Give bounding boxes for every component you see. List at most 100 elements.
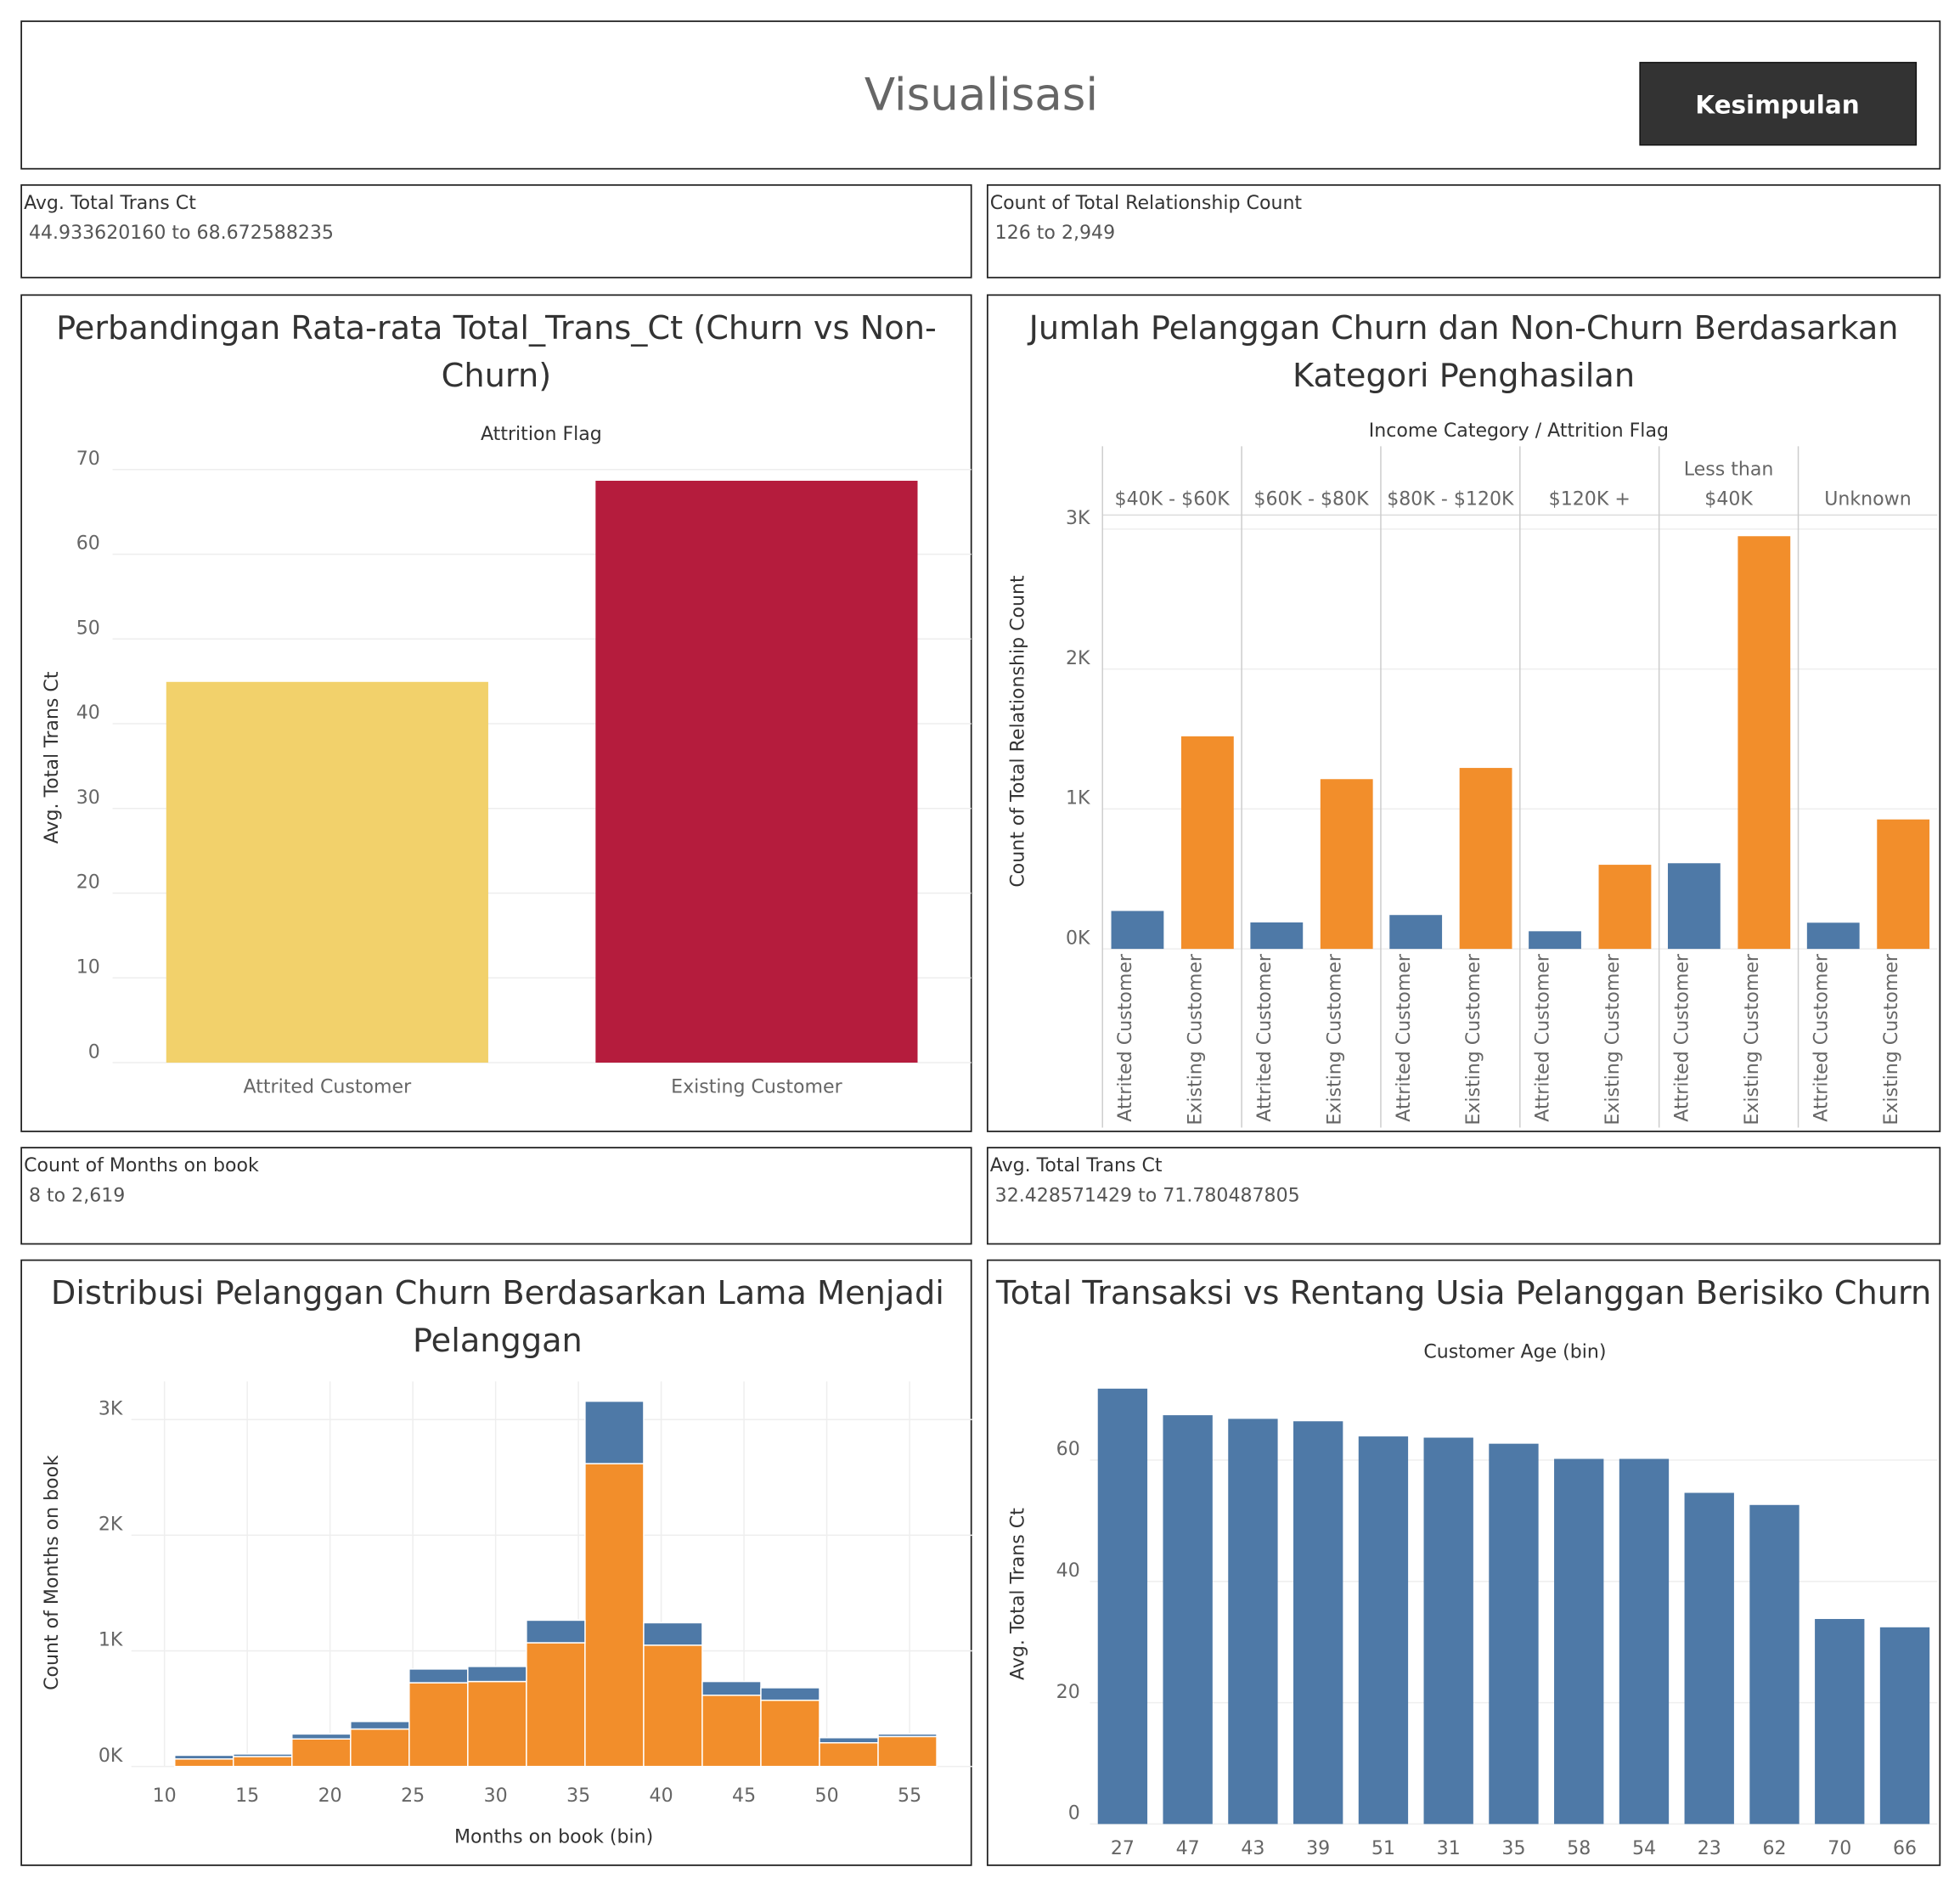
y-tick-label: 10 xyxy=(76,956,100,978)
x-tick-label-box: Attrited Customer xyxy=(1670,954,1692,1122)
bar xyxy=(166,681,488,1063)
histogram-bar xyxy=(760,1687,820,1701)
rotated-label: Attrited Customer xyxy=(1113,953,1136,1122)
x-tick-label: 55 xyxy=(898,1785,921,1807)
bar xyxy=(1389,915,1443,950)
y-tick-label: 70 xyxy=(76,448,100,470)
chart-title-box: Jumlah Pelanggan Churn dan Non-Churn Ber… xyxy=(1029,310,1899,395)
filter-title: Count of Months on book xyxy=(24,1155,259,1176)
y-tick-label: 1K xyxy=(99,1630,123,1651)
x-tick-label: 10 xyxy=(153,1785,177,1807)
category-label-box: $60K - $80K xyxy=(1253,488,1369,510)
x-axis-label: Months on book (bin) xyxy=(454,1827,653,1848)
histogram-bar xyxy=(233,1753,293,1757)
x-tick-label: 43 xyxy=(1241,1838,1264,1859)
x-tick-label: 35 xyxy=(1501,1838,1525,1859)
x-tick-label-box: Attrited Customer xyxy=(1113,953,1136,1122)
category-label-box: $120K + xyxy=(1548,488,1631,510)
x-tick-label: Existing Customer xyxy=(671,1076,842,1097)
bar xyxy=(1619,1458,1670,1825)
filter-title: Avg. Total Trans Ct xyxy=(990,1155,1163,1176)
x-tick-label-box: Existing Customer xyxy=(1184,954,1206,1125)
x-tick-label: Existing Customer xyxy=(1601,953,1624,1125)
bar xyxy=(1815,1619,1865,1825)
histogram-bar xyxy=(584,1463,645,1768)
filter-range: 32.428571429 to 71.780487805 xyxy=(995,1186,1300,1207)
x-tick-label: Attrited Customer xyxy=(1531,953,1554,1122)
x-tick-label: 20 xyxy=(318,1785,342,1807)
x-tick-label-box: Existing Customer xyxy=(1462,953,1485,1125)
x-tick-label-box: Existing Customer xyxy=(1879,953,1902,1125)
histogram-bar xyxy=(877,1733,938,1738)
y-tick-label: 0K xyxy=(1066,928,1090,949)
x-tick-label-box: Attrited Customer xyxy=(1392,954,1414,1122)
bar xyxy=(1293,1421,1343,1825)
button-label[interactable]: Kesimpulan xyxy=(1695,91,1859,120)
x-tick-label: 31 xyxy=(1437,1838,1461,1859)
category-label: Unknown xyxy=(1824,488,1912,510)
filter-panel xyxy=(986,183,1941,279)
category-label: $120K + xyxy=(1548,488,1631,510)
histogram-bar xyxy=(350,1728,410,1768)
rotated-label: Existing Customer xyxy=(1740,953,1763,1125)
x-tick-label: 39 xyxy=(1306,1838,1330,1859)
y-tick-label: 20 xyxy=(76,872,100,894)
x-tick-label: 66 xyxy=(1893,1838,1917,1859)
rotated-label: Attrited Customer xyxy=(1531,953,1554,1122)
button-bg[interactable] xyxy=(1639,61,1918,146)
x-tick-label: Existing Customer xyxy=(1462,953,1485,1125)
x-tick-label: Existing Customer xyxy=(1740,953,1763,1125)
x-tick-label: 58 xyxy=(1567,1838,1591,1859)
bar xyxy=(1459,768,1512,950)
bar xyxy=(1228,1419,1278,1825)
histogram-bar xyxy=(819,1742,879,1768)
x-header: Customer Age (bin) xyxy=(1423,1341,1606,1362)
bar xyxy=(1684,1492,1734,1825)
histogram-bar xyxy=(526,1642,586,1768)
y-tick-label: 60 xyxy=(1056,1439,1080,1460)
x-tick-label: 45 xyxy=(732,1785,756,1807)
y-axis-label: Count of Total Relationship Count xyxy=(1008,575,1029,888)
y-tick-label: 0K xyxy=(99,1746,123,1767)
x-tick-label: Existing Customer xyxy=(1879,953,1902,1125)
y-tick-label: 3K xyxy=(1066,508,1090,529)
category-label-box: Unknown xyxy=(1824,488,1912,510)
rotated-label: Attrited Customer xyxy=(1253,954,1275,1122)
y-tick-label: 2K xyxy=(1066,648,1090,669)
x-tick-label: 54 xyxy=(1632,1838,1656,1859)
histogram-bar xyxy=(291,1738,352,1768)
x-tick-label-box: Attrited Customer xyxy=(1810,954,1832,1122)
filter-title: Avg. Total Trans Ct xyxy=(24,193,196,214)
x-tick-label: 40 xyxy=(650,1785,673,1807)
filter-panel xyxy=(20,1147,972,1245)
bar xyxy=(1358,1436,1409,1825)
y-axis-label: Count of Months on book xyxy=(42,1455,63,1690)
bar xyxy=(1598,865,1652,950)
x-tick-label: Attrited Customer xyxy=(1113,953,1136,1122)
chart-title: Distribusi Pelanggan Churn Berdasarkan L… xyxy=(50,1275,944,1361)
histogram-bar xyxy=(643,1644,703,1768)
bar xyxy=(595,480,918,1063)
y-tick-label: 50 xyxy=(76,618,100,639)
bar xyxy=(1180,736,1234,950)
chart-title-box: Total Transaksi vs Rentang Usia Pelangga… xyxy=(995,1275,1932,1313)
histogram-bar xyxy=(173,1754,234,1760)
bar xyxy=(1097,1388,1148,1825)
category-label: $60K - $80K xyxy=(1253,488,1369,510)
bar xyxy=(1738,536,1791,950)
chart-title-box: Distribusi Pelanggan Churn Berdasarkan L… xyxy=(50,1275,944,1361)
filter-range: 44.933620160 to 68.672588235 xyxy=(29,223,334,244)
rotated-label: Existing Customer xyxy=(1601,953,1624,1125)
histogram-bar xyxy=(467,1680,527,1768)
x-tick-label: 15 xyxy=(235,1785,259,1807)
x-tick-label: 27 xyxy=(1111,1838,1135,1859)
bar xyxy=(1877,819,1930,950)
bar xyxy=(1667,863,1721,950)
bar xyxy=(1489,1443,1539,1825)
rotated-label: Existing Customer xyxy=(1462,953,1485,1125)
histogram-bar xyxy=(408,1668,469,1684)
histogram-bar xyxy=(173,1758,234,1768)
bar xyxy=(1879,1627,1930,1825)
x-header: Income Category / Attrition Flag xyxy=(1369,420,1669,442)
chart-title: Total Transaksi vs Rentang Usia Pelangga… xyxy=(995,1275,1932,1313)
